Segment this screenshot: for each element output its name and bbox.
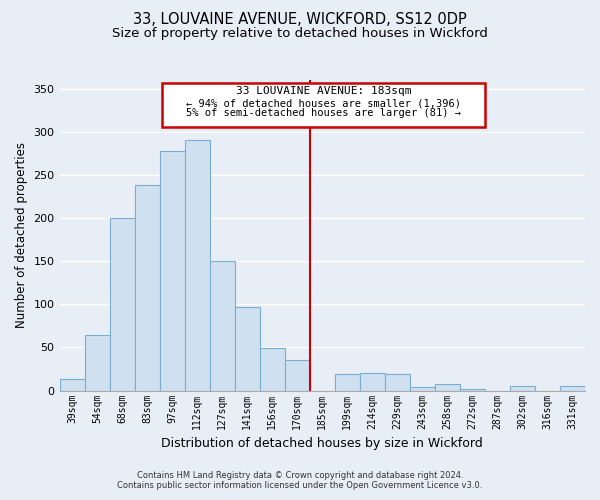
Text: 33, LOUVAINE AVENUE, WICKFORD, SS12 0DP: 33, LOUVAINE AVENUE, WICKFORD, SS12 0DP bbox=[133, 12, 467, 28]
Text: Size of property relative to detached houses in Wickford: Size of property relative to detached ho… bbox=[112, 28, 488, 40]
Text: 33 LOUVAINE AVENUE: 183sqm: 33 LOUVAINE AVENUE: 183sqm bbox=[236, 86, 411, 96]
Bar bbox=[260, 348, 285, 391]
Bar bbox=[385, 374, 410, 390]
Text: 5% of semi-detached houses are larger (81) →: 5% of semi-detached houses are larger (8… bbox=[186, 108, 461, 118]
FancyBboxPatch shape bbox=[162, 82, 485, 128]
Bar bbox=[510, 386, 535, 390]
Bar bbox=[185, 140, 209, 390]
Bar bbox=[160, 151, 185, 390]
Bar bbox=[134, 186, 160, 390]
Bar bbox=[560, 386, 585, 390]
Bar bbox=[85, 334, 110, 390]
Text: ← 94% of detached houses are smaller (1,396): ← 94% of detached houses are smaller (1,… bbox=[186, 98, 461, 108]
Bar bbox=[335, 374, 360, 390]
Text: Contains HM Land Registry data © Crown copyright and database right 2024.: Contains HM Land Registry data © Crown c… bbox=[137, 471, 463, 480]
Y-axis label: Number of detached properties: Number of detached properties bbox=[15, 142, 28, 328]
Text: Contains public sector information licensed under the Open Government Licence v3: Contains public sector information licen… bbox=[118, 481, 482, 490]
Bar bbox=[360, 374, 385, 390]
Bar bbox=[460, 389, 485, 390]
X-axis label: Distribution of detached houses by size in Wickford: Distribution of detached houses by size … bbox=[161, 437, 483, 450]
Bar bbox=[110, 218, 134, 390]
Bar bbox=[435, 384, 460, 390]
Bar bbox=[59, 380, 85, 390]
Bar bbox=[410, 387, 435, 390]
Bar bbox=[285, 360, 310, 390]
Bar bbox=[209, 261, 235, 390]
Bar bbox=[235, 307, 260, 390]
